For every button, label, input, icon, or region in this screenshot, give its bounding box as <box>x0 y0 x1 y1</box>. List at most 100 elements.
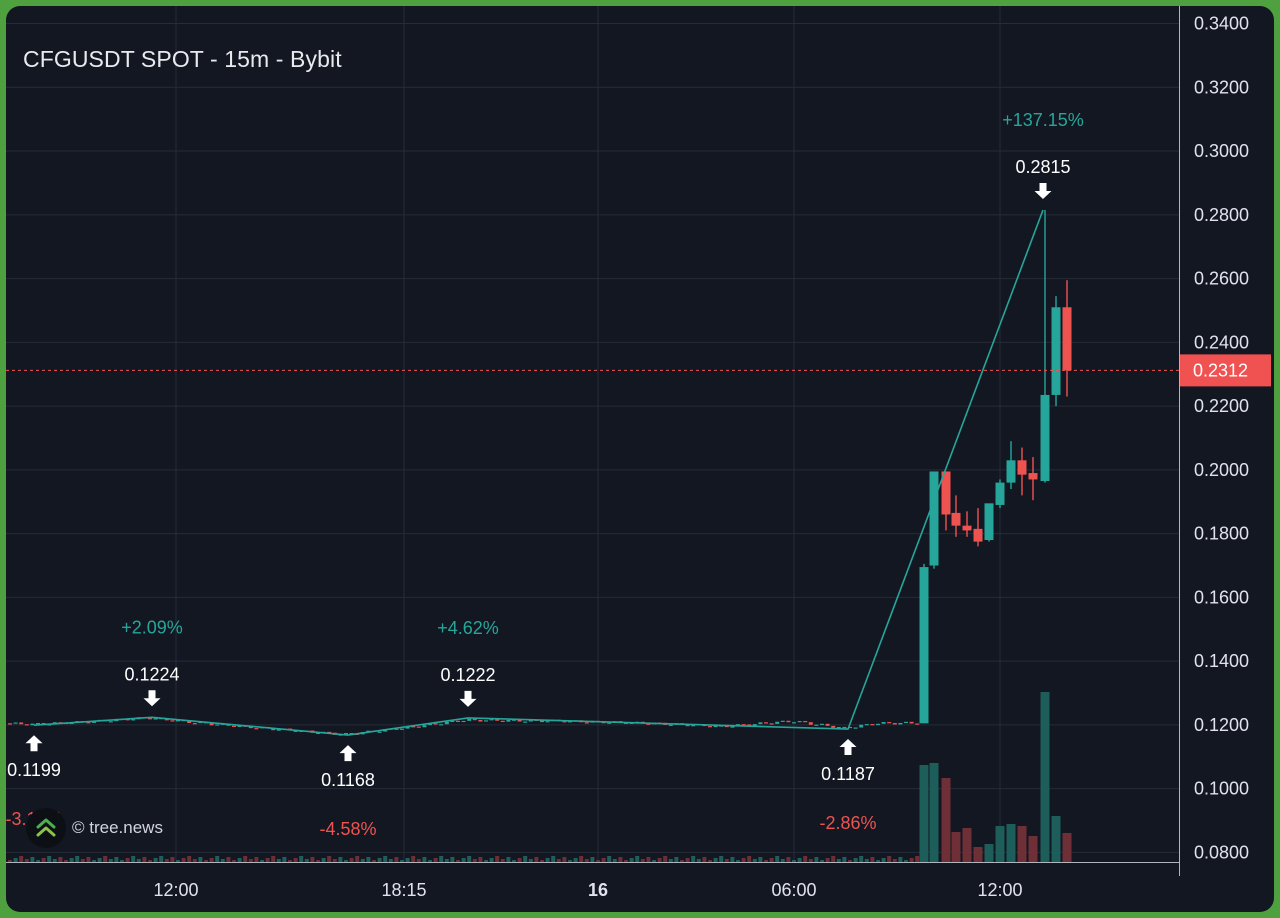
volume-bar <box>1051 816 1061 862</box>
volume-bar <box>120 860 124 862</box>
chart-title: CFGUSDT SPOT - 15m - Bybit <box>23 46 342 72</box>
x-tick-label: 12:00 <box>153 880 198 900</box>
volume-bar <box>876 860 880 862</box>
volume-bar <box>428 860 432 862</box>
volume-bar <box>92 860 96 862</box>
small-candle <box>450 720 455 722</box>
down-arrow-icon <box>143 690 161 707</box>
volume-bar <box>80 859 85 862</box>
volume-bar <box>159 856 164 862</box>
volume-bar <box>400 860 404 862</box>
volume-bar <box>584 859 589 862</box>
volume-bar <box>24 859 29 862</box>
volume-bar <box>19 856 24 862</box>
candles <box>8 210 1072 736</box>
small-candle <box>528 719 533 722</box>
volume-bar <box>86 857 91 862</box>
axes: 12:00 18:15 16 06:00 12:00 0.3400 0.3200 0.3000… <box>6 6 1249 900</box>
volume-bar <box>394 857 399 862</box>
pivot-change: +2.09% <box>121 617 183 637</box>
small-candle <box>668 724 673 726</box>
small-candle <box>461 720 466 723</box>
volume-bar <box>97 858 102 862</box>
volume-bar <box>52 859 57 862</box>
candle-body <box>1062 307 1072 371</box>
small-candle <box>904 721 908 724</box>
small-candle <box>831 725 836 728</box>
small-candle <box>545 721 550 723</box>
volume-bar <box>226 857 231 862</box>
small-candle <box>377 731 382 733</box>
volume-bar <box>187 856 192 862</box>
small-candle <box>344 733 348 735</box>
small-candle <box>915 723 920 725</box>
small-candle <box>444 721 449 725</box>
pivot-value: 0.1187 <box>821 764 875 784</box>
volume-bar <box>372 860 376 862</box>
volume-bar <box>870 857 875 862</box>
volume-bar <box>495 856 500 862</box>
volume-bar <box>64 860 68 862</box>
volume-bar <box>803 856 808 862</box>
small-candle <box>808 722 813 725</box>
volume-bar <box>310 857 315 862</box>
tree-logo-icon <box>26 808 66 848</box>
small-candle <box>439 724 444 726</box>
volume-bar <box>209 858 214 862</box>
small-candle <box>316 732 320 735</box>
small-candle <box>780 720 785 722</box>
volume-bar <box>8 860 12 862</box>
volume-bar <box>220 859 225 862</box>
zigzag-annotations: 0.1199-3.13%0.1224+2.09%0.1168-4.58%0.12… <box>6 110 1084 839</box>
volume-bar <box>517 858 522 862</box>
volume-bar <box>842 857 847 862</box>
volume-bar <box>377 858 382 862</box>
volume-bar <box>864 859 869 862</box>
small-candle <box>584 722 589 724</box>
volume-bar <box>657 858 662 862</box>
small-candle <box>30 723 35 726</box>
volume-bar <box>500 859 505 862</box>
small-candle <box>685 724 690 727</box>
volume-bar <box>962 828 972 862</box>
candle-body <box>941 471 951 515</box>
small-candle <box>209 723 214 726</box>
volume-bar <box>973 847 983 862</box>
volume-bar <box>176 860 180 862</box>
small-candle <box>349 733 354 735</box>
up-arrow-icon <box>25 735 43 752</box>
y-tick-label: 0.3400 <box>1194 14 1249 34</box>
volume-bars <box>8 692 1072 862</box>
y-tick-label: 0.1600 <box>1194 587 1249 607</box>
volume-bar <box>237 858 242 862</box>
volume-bar <box>640 859 645 862</box>
volume-bar <box>136 859 141 862</box>
candle-body <box>995 482 1005 505</box>
volume-bar <box>1006 824 1016 862</box>
volume-bar <box>360 859 365 862</box>
y-tick-label: 0.2200 <box>1194 396 1249 416</box>
small-candle <box>8 723 12 725</box>
up-arrow-icon <box>339 745 357 762</box>
chart-frame: 0.2312 0.1199-3.13%0.1224+2.09%0.1168-4.… <box>6 6 1274 912</box>
x-tick-label: 06:00 <box>771 880 816 900</box>
candlestick-chart[interactable]: 0.2312 0.1199-3.13%0.1224+2.09%0.1168-4.… <box>6 6 1274 912</box>
volume-bar <box>344 860 348 862</box>
volume-bar <box>814 857 819 862</box>
volume-bar <box>1017 826 1027 862</box>
small-candle <box>752 724 757 726</box>
volume-bar <box>808 859 813 862</box>
small-candle <box>730 726 735 728</box>
small-candle <box>859 724 864 728</box>
volume-bar <box>596 860 600 862</box>
small-candle <box>741 724 746 726</box>
x-tick-label: 18:15 <box>381 880 426 900</box>
volume-bar <box>919 765 929 862</box>
volume-bar <box>439 856 444 862</box>
volume-bar <box>472 859 477 862</box>
small-candle <box>232 725 236 727</box>
y-tick-label: 0.2000 <box>1194 460 1249 480</box>
small-candle <box>876 723 880 726</box>
volume-bar <box>170 857 175 862</box>
y-tick-label: 0.1000 <box>1194 779 1249 799</box>
